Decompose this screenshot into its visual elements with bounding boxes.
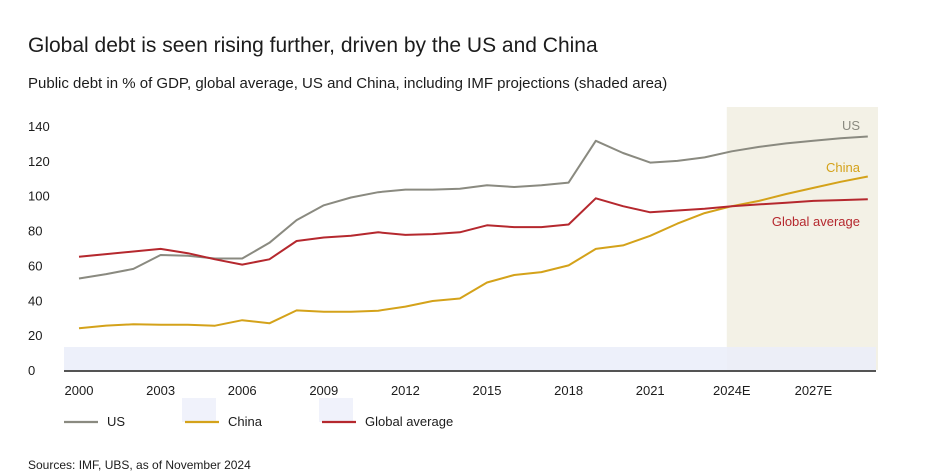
- series-line-global: [78, 197, 868, 266]
- y-tick-label: 0: [28, 363, 35, 378]
- y-tick-label: 140: [28, 119, 50, 134]
- legend-label-global: Global average: [365, 414, 453, 429]
- projection-shaded-area: [726, 107, 878, 370]
- chart-subtitle: Public debt in % of GDP, global average,…: [28, 75, 668, 92]
- x-tick-label: 2015: [473, 383, 502, 398]
- legend-swatch-bg: [182, 398, 216, 422]
- legend-label-china: China: [228, 414, 263, 429]
- y-tick-label: 100: [28, 189, 50, 204]
- x-tick-label: 2024E: [713, 383, 751, 398]
- series-label-global: Global average: [772, 214, 860, 229]
- source-note: Sources: IMF, UBS, as of November 2024: [28, 458, 251, 472]
- x-tick-label: 2027E: [795, 383, 833, 398]
- chart-title: Global debt is seen rising further, driv…: [28, 34, 598, 57]
- y-tick-label: 80: [28, 224, 42, 239]
- x-tick-label: 2012: [391, 383, 420, 398]
- legend-label-us: US: [107, 414, 125, 429]
- x-tick-label: 2003: [146, 383, 175, 398]
- x-tick-label: 2000: [65, 383, 94, 398]
- y-tick-label: 60: [28, 258, 42, 273]
- x-tick-label: 2018: [554, 383, 583, 398]
- y-tick-label: 120: [28, 154, 50, 169]
- x-tick-label: 2009: [309, 383, 338, 398]
- y-tick-label: 40: [28, 293, 42, 308]
- x-tick-label: 2006: [228, 383, 257, 398]
- series-label-china: China: [826, 160, 861, 175]
- x-tick-label: 2021: [636, 383, 665, 398]
- series-label-us: US: [842, 118, 860, 133]
- y-tick-label: 20: [28, 328, 42, 343]
- legend-swatch-bg: [319, 398, 353, 422]
- baseline-band: [64, 347, 876, 370]
